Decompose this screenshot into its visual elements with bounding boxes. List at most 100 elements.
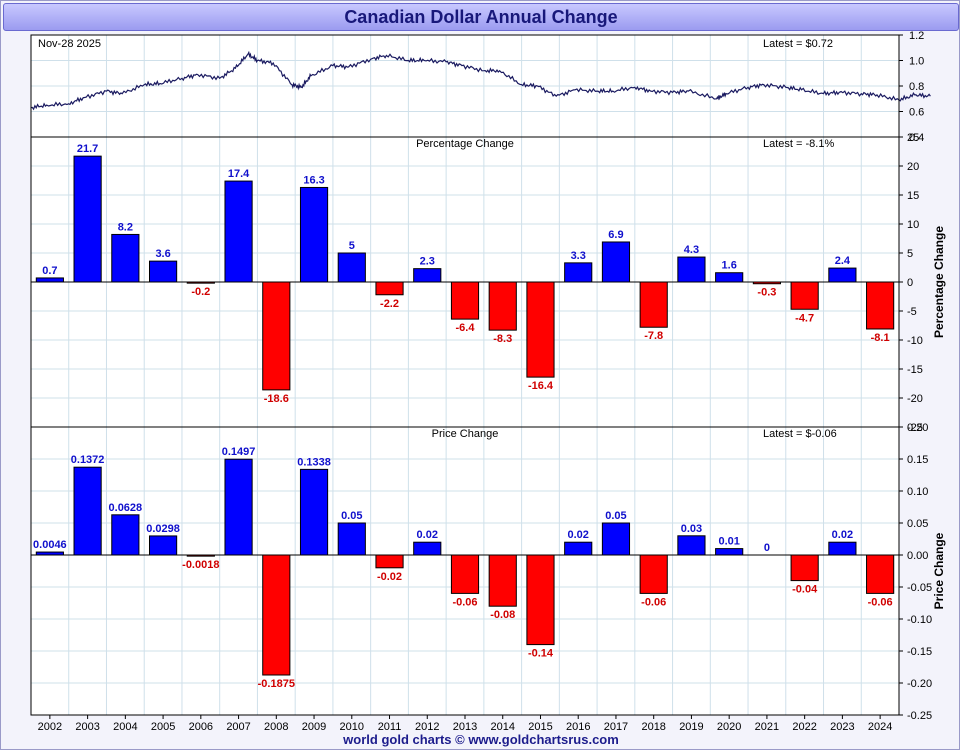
pct-data-label: -6.4 [456, 322, 476, 334]
price-change-data-label: -0.06 [641, 596, 666, 608]
pct-bar [337, 252, 366, 283]
price-change-y-tick-label: 0.00 [907, 550, 928, 562]
x-tick-label: 2007 [226, 721, 250, 731]
pct-data-label: 1.6 [722, 260, 737, 272]
price-change-data-label: 0 [764, 542, 770, 554]
x-tick-label: 2002 [38, 721, 62, 731]
x-tick-label: 2011 [378, 721, 402, 731]
x-tick-label: 2024 [868, 721, 892, 731]
price-series-line [30, 50, 931, 111]
x-tick-label: 2015 [528, 721, 552, 731]
x-tick-label: 2017 [604, 721, 628, 731]
x-tick-label: 2022 [792, 721, 816, 731]
pct-data-label: 3.6 [155, 248, 170, 260]
price-change-bar [866, 554, 895, 594]
pct-bar [526, 281, 555, 378]
pct-data-label: 16.3 [303, 174, 324, 186]
pct-y-tick-label: 0 [907, 277, 913, 289]
price-change-bar [224, 458, 253, 556]
pct-y-tick-label: 20 [907, 161, 919, 173]
price-change-data-label: 0.01 [718, 536, 739, 548]
price-change-data-label: -0.0018 [182, 559, 219, 571]
pct-data-label: -8.1 [871, 332, 890, 344]
x-tick-label: 2013 [453, 721, 477, 731]
x-tick-label: 2005 [151, 721, 175, 731]
price-y-tick-label: 1.2 [909, 30, 924, 42]
pct-data-label: -8.3 [493, 333, 512, 345]
price-change-bar [488, 554, 517, 607]
pct-data-label: -16.4 [528, 380, 554, 392]
price-change-y-tick-label: -0.15 [907, 646, 932, 658]
chart-title: Canadian Dollar Annual Change [344, 7, 618, 27]
price-change-data-label: -0.04 [792, 584, 818, 596]
price-change-data-label: 0.05 [605, 510, 626, 522]
pct-bar [35, 277, 64, 283]
pct-data-label: -18.6 [264, 393, 289, 405]
x-tick-label: 2020 [717, 721, 741, 731]
price-change-panel-title: Price Change [432, 428, 499, 440]
price-change-bar [337, 522, 366, 556]
x-tick-label: 2003 [75, 721, 99, 731]
pct-data-label: -4.7 [795, 312, 814, 324]
price-change-bar [299, 468, 329, 556]
pct-bar [375, 281, 404, 296]
price-y-tick-label: 1.0 [909, 56, 924, 68]
chart-svg: 0.4 0.6 0.8 1.0 1.2 Nov-28 2025 Latest = $0.72… [30, 30, 946, 731]
price-change-data-label: 0.1372 [71, 454, 105, 466]
pct-bar [488, 281, 517, 331]
pct-bar [186, 281, 215, 284]
pct-y-tick-label: 25 [907, 132, 919, 144]
x-tick-label: 2014 [490, 721, 514, 731]
pct-bar [790, 281, 819, 310]
pct-data-label: 6.9 [608, 229, 623, 241]
pct-bar [828, 267, 857, 283]
pct-y-tick-label: -5 [907, 306, 917, 318]
price-change-y-tick-label: 0.10 [907, 486, 928, 498]
pct-data-label: 2.4 [835, 255, 851, 267]
price-change-data-label: 0.05 [341, 510, 362, 522]
price-change-data-label: -0.02 [377, 571, 402, 583]
pct-y-tick-label: 10 [907, 219, 919, 231]
price-change-bar [413, 541, 442, 556]
price-change-latest-label: Latest = $-0.06 [763, 428, 837, 440]
pct-data-label: 3.3 [571, 250, 586, 262]
pct-data-label: 5 [349, 240, 355, 252]
price-change-bar [639, 554, 668, 594]
pct-data-label: 0.7 [42, 265, 57, 277]
price-change-bar [828, 541, 857, 556]
price-change-bar [601, 522, 631, 556]
pct-data-label: 4.3 [684, 244, 699, 256]
pct-data-label: 8.2 [118, 221, 133, 233]
price-change-data-label: 0.0628 [109, 502, 143, 514]
price-change-data-label: 0.02 [832, 529, 853, 541]
price-change-data-label: -0.06 [868, 596, 893, 608]
price-change-bar [526, 554, 555, 646]
price-change-bar [149, 535, 178, 556]
pct-data-label: -0.3 [757, 287, 776, 299]
x-tick-label: 2018 [641, 721, 665, 731]
price-change-data-label: 0.02 [417, 529, 438, 541]
pct-bar [149, 260, 178, 283]
pct-data-label: -2.2 [380, 298, 399, 310]
price-change-bar [375, 554, 404, 569]
x-tick-label: 2004 [113, 721, 137, 731]
pct-y-tick-label: 5 [907, 248, 913, 260]
pct-bar [601, 241, 631, 283]
pct-bar [752, 281, 781, 285]
price-change-bar [564, 541, 593, 556]
x-tick-label: 2021 [755, 721, 779, 731]
price-change-bar [677, 535, 706, 556]
price-change-bar [715, 548, 744, 556]
price-y-tick-label: 0.6 [909, 107, 924, 119]
x-tick-label: 2019 [679, 721, 703, 731]
price-change-data-label: 0.0298 [146, 523, 180, 535]
pct-bar [715, 272, 744, 283]
price-change-y-tick-label: 0.20 [907, 422, 928, 434]
price-change-bar [73, 466, 102, 556]
price-change-data-label: -0.08 [490, 609, 515, 621]
pct-bar [639, 281, 668, 328]
price-change-bar [111, 514, 140, 556]
pct-y-tick-label: -10 [907, 335, 923, 347]
price-change-data-label: -0.1875 [258, 678, 295, 690]
